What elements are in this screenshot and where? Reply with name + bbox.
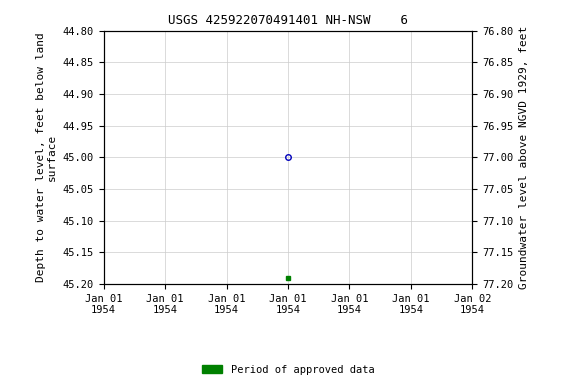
Y-axis label: Groundwater level above NGVD 1929, feet: Groundwater level above NGVD 1929, feet [519, 26, 529, 289]
Title: USGS 425922070491401 NH-NSW    6: USGS 425922070491401 NH-NSW 6 [168, 14, 408, 27]
Legend: Period of approved data: Period of approved data [198, 361, 378, 379]
Y-axis label: Depth to water level, feet below land
surface: Depth to water level, feet below land su… [36, 33, 57, 282]
